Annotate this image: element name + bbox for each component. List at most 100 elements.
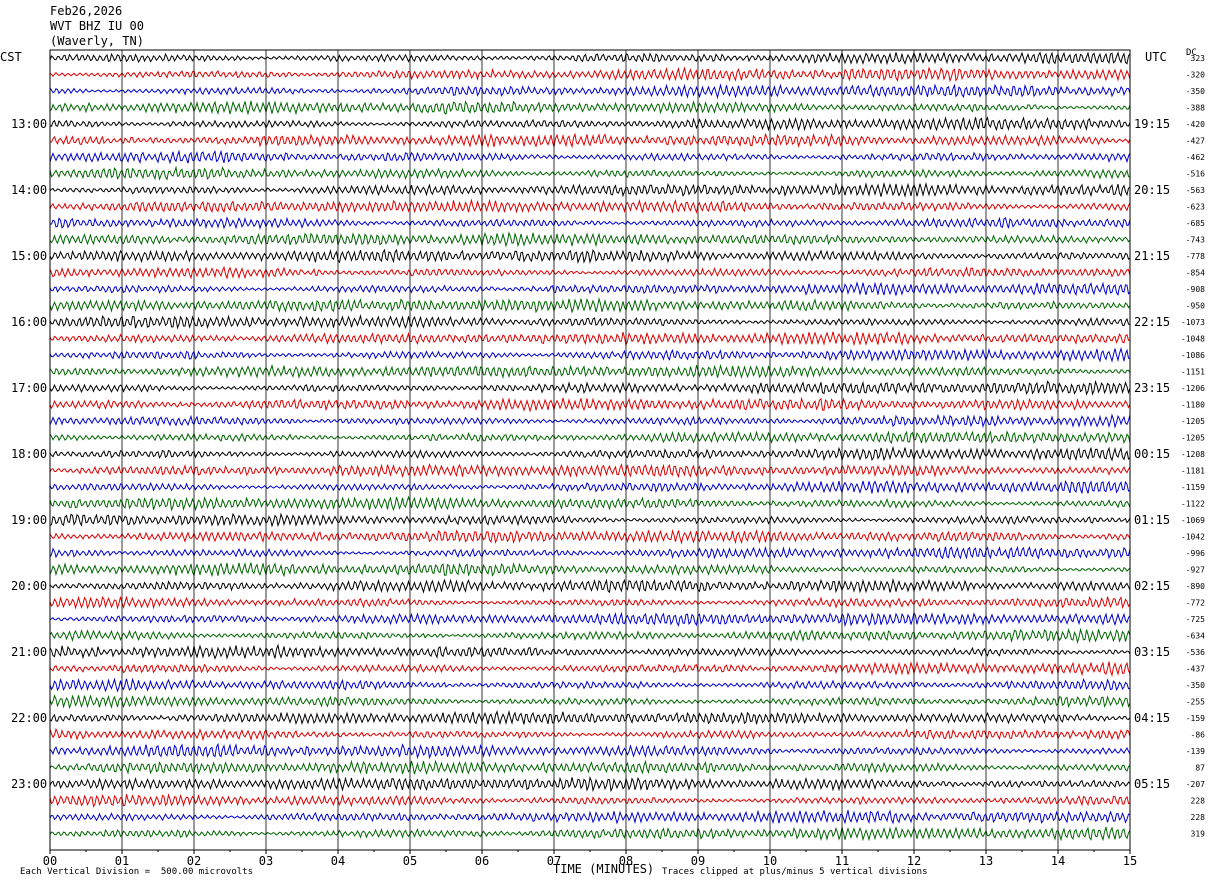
plot-date: Feb26,2026	[50, 4, 123, 18]
trace-line	[49, 396, 1131, 413]
grid-group	[49, 49, 1131, 854]
dc-offset-value: 323	[1191, 54, 1206, 63]
station-location: (Waverly, TN)	[50, 34, 144, 48]
dc-offset-value: -1206	[1181, 384, 1205, 393]
trace-line	[49, 132, 1131, 149]
left-hour-label: 17:00	[11, 381, 47, 395]
x-tick-label: 12	[907, 854, 921, 868]
dc-offset-value: -854	[1186, 269, 1205, 278]
x-tick-label: 14	[1051, 854, 1065, 868]
left-timezone-label: CST	[0, 50, 22, 64]
station-code: WVT BHZ IU 00	[50, 19, 144, 33]
trace-line	[49, 265, 1131, 280]
dc-offset-value: -1159	[1181, 483, 1205, 492]
dc-offset-value: -462	[1186, 153, 1205, 162]
trace-line	[49, 643, 1131, 660]
left-hour-label: 19:00	[11, 513, 47, 527]
left-hour-label: 23:00	[11, 777, 47, 791]
trace-line	[49, 181, 1131, 198]
dc-offset-value: -1181	[1181, 467, 1205, 476]
trace-line	[49, 661, 1131, 678]
trace-line	[49, 281, 1131, 297]
dc-offset-value: -623	[1186, 203, 1205, 212]
left-hour-label: 21:00	[11, 645, 47, 659]
trace-line	[49, 759, 1131, 776]
dc-offset-value: -1180	[1181, 401, 1205, 410]
dc-offset-value: -1205	[1181, 417, 1205, 426]
trace-line	[49, 248, 1131, 265]
dc-offset-value: -516	[1186, 170, 1205, 179]
trace-line	[49, 363, 1131, 380]
trace-line	[49, 561, 1131, 578]
right-hour-label: 00:15	[1134, 447, 1170, 461]
x-tick-label: 05	[403, 854, 417, 868]
dc-offset-value: -890	[1186, 582, 1205, 591]
dc-offset-value: -685	[1186, 219, 1205, 228]
dc-offset-value: -1205	[1181, 434, 1205, 443]
right-hour-label: 20:15	[1134, 183, 1170, 197]
dc-offset-value: 228	[1191, 797, 1206, 806]
dc-offset-value: -139	[1186, 747, 1205, 756]
dc-offset-value: 319	[1191, 830, 1206, 839]
dc-offset-value: -563	[1186, 186, 1205, 195]
trace-line	[49, 83, 1131, 100]
trace-line	[49, 727, 1131, 742]
right-timezone-label: UTC	[1145, 50, 1167, 64]
dc-offset-value: -772	[1186, 599, 1205, 608]
dc-offset-value: -743	[1186, 236, 1205, 245]
dc-offset-value: -536	[1186, 648, 1205, 657]
dc-offset-value: -255	[1186, 698, 1205, 707]
dc-offset-value: -1048	[1181, 335, 1205, 344]
trace-line	[49, 314, 1131, 330]
dc-offset-value: -437	[1186, 665, 1205, 674]
trace-line	[49, 296, 1131, 314]
dc-column-label: DC	[1186, 48, 1197, 58]
dc-offset-value: -1122	[1181, 500, 1205, 509]
trace-line	[49, 793, 1131, 809]
right-hour-label: 01:15	[1134, 513, 1170, 527]
dc-offset-value: -1208	[1181, 450, 1205, 459]
x-tick-label: 01	[115, 854, 129, 868]
dc-offset-value: 228	[1191, 813, 1206, 822]
right-hour-label: 03:15	[1134, 645, 1170, 659]
trace-line	[49, 413, 1131, 429]
trace-line	[49, 216, 1131, 230]
trace-line	[49, 165, 1131, 181]
trace-line	[49, 149, 1131, 165]
trace-line	[49, 347, 1131, 363]
right-hour-label: 21:15	[1134, 249, 1170, 263]
trace-line	[49, 430, 1131, 445]
dc-offset-value: -350	[1186, 681, 1205, 690]
dc-offset-value: -86	[1191, 731, 1206, 740]
dc-offset-value: -725	[1186, 615, 1205, 624]
right-hour-label: 05:15	[1134, 777, 1170, 791]
scale-note: Each Vertical Division = 500.00 microvol…	[20, 867, 253, 877]
trace-line	[49, 100, 1131, 116]
x-tick-label: 02	[187, 854, 201, 868]
left-hour-label: 13:00	[11, 117, 47, 131]
x-tick-label: 11	[835, 854, 849, 868]
trace-line	[49, 595, 1131, 610]
x-tick-label: 09	[691, 854, 705, 868]
label-group: 00 01 02 03 04 05 06 07 08 09 10 11 12 13 14 15 13:00 14:…	[11, 54, 1205, 868]
trace-group	[49, 51, 1131, 842]
trace-line	[49, 709, 1131, 726]
trace-line	[49, 463, 1131, 479]
x-tick-label: 07	[547, 854, 561, 868]
trace-line	[49, 66, 1131, 83]
dc-offset-value: -207	[1186, 780, 1205, 789]
trace-line	[49, 379, 1131, 396]
trace-line	[49, 445, 1131, 462]
dc-offset-value: -320	[1186, 71, 1205, 80]
right-hour-label: 22:15	[1134, 315, 1170, 329]
x-tick-label: 00	[43, 854, 57, 868]
left-hour-label: 15:00	[11, 249, 47, 263]
dc-offset-value: -1042	[1181, 533, 1205, 542]
right-hour-label: 02:15	[1134, 579, 1170, 593]
x-tick-label: 04	[331, 854, 345, 868]
trace-line	[49, 231, 1131, 248]
dc-offset-value: -634	[1186, 632, 1205, 641]
trace-line	[49, 742, 1131, 760]
right-hour-label: 04:15	[1134, 711, 1170, 725]
